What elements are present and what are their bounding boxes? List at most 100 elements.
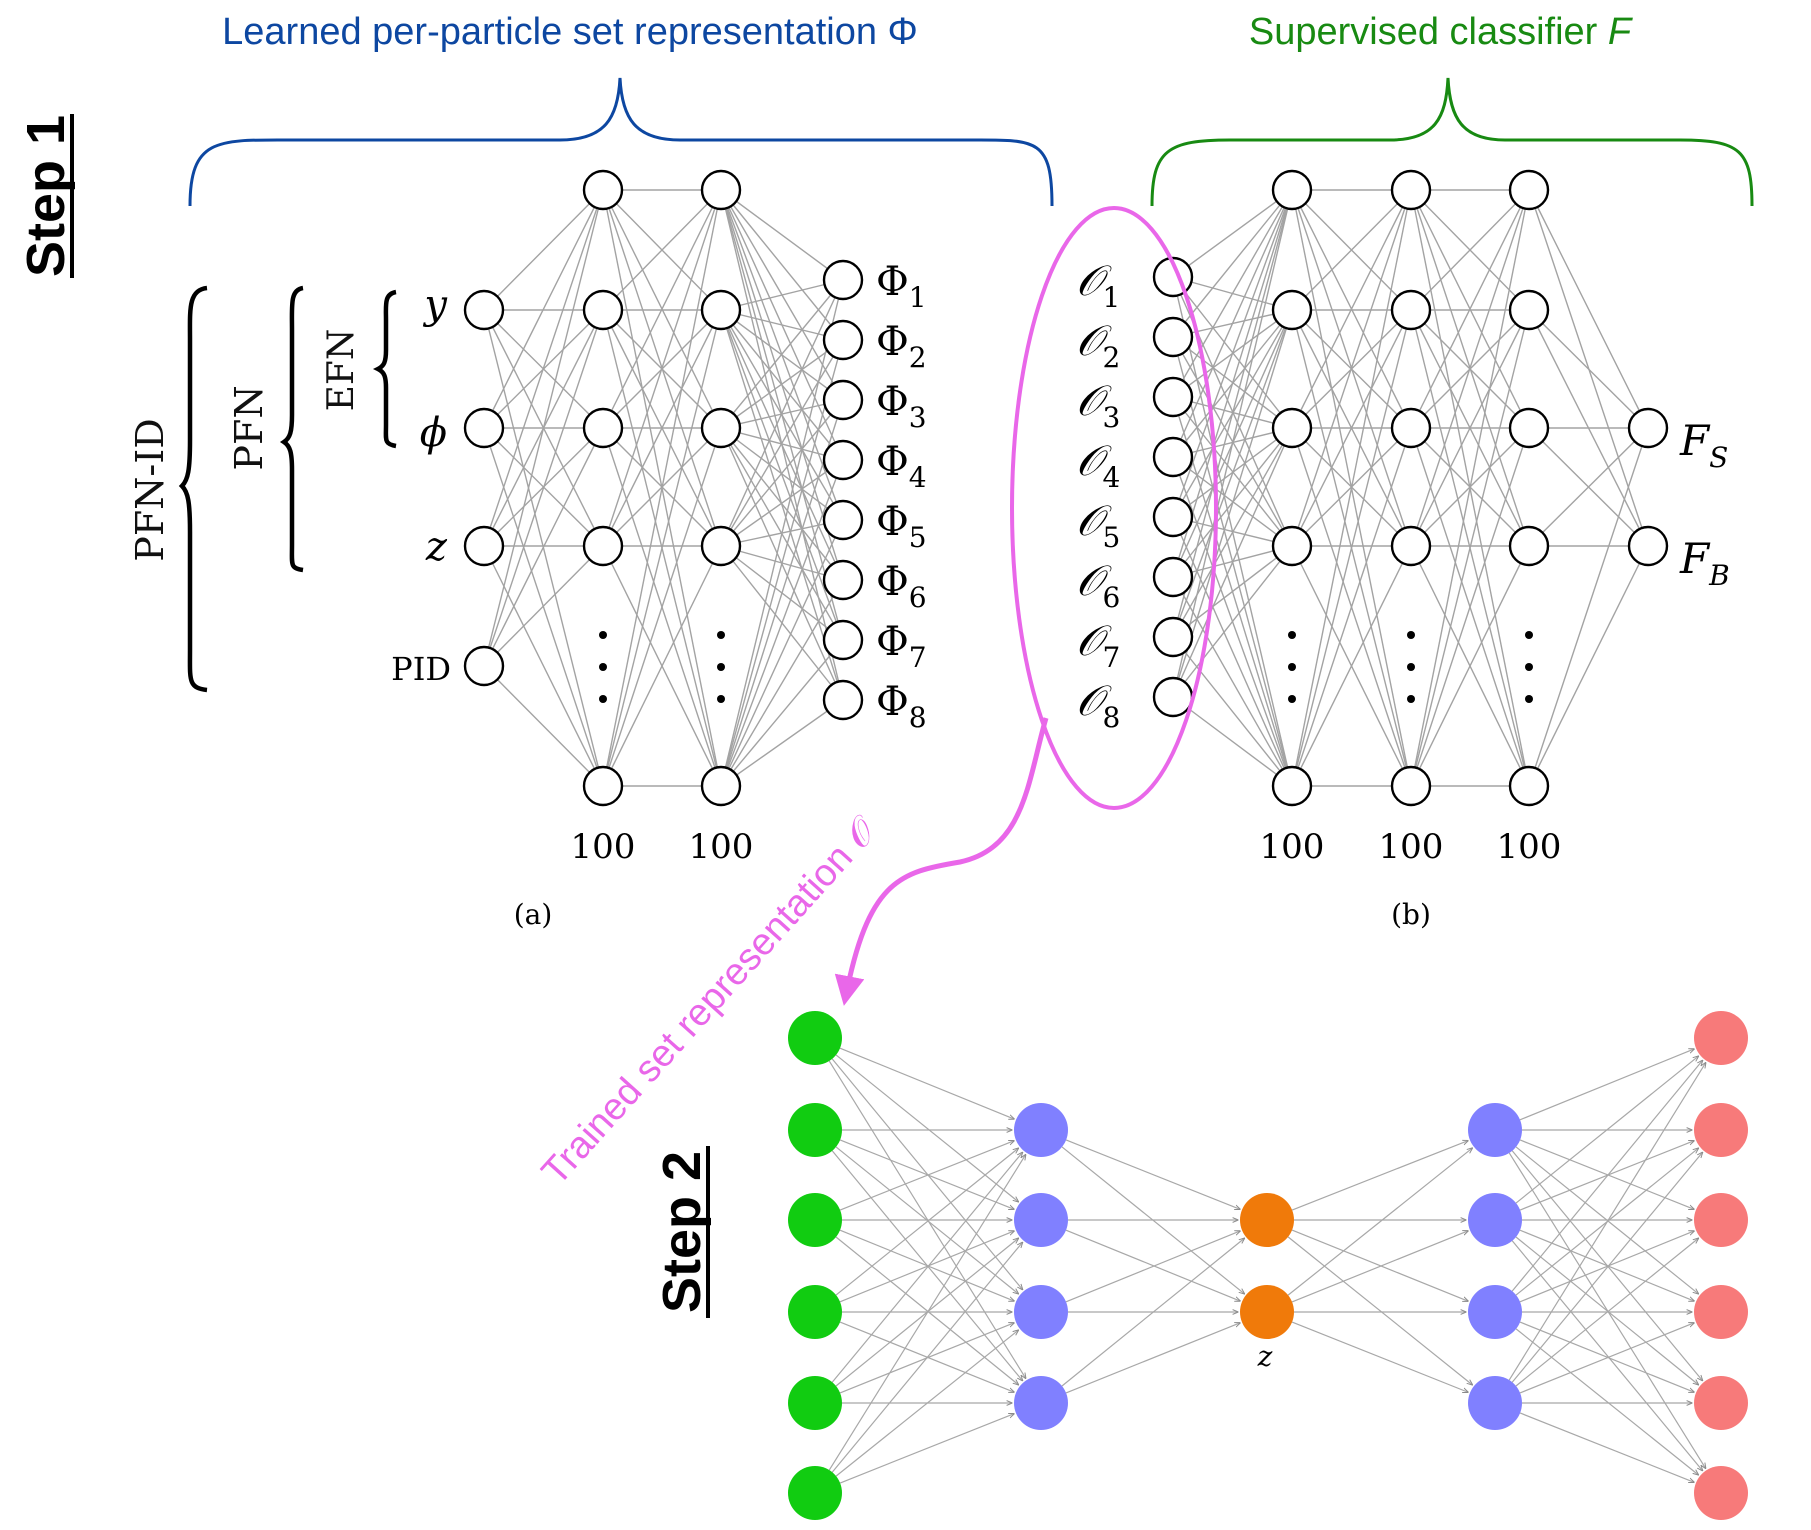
connection [1520,1413,1694,1482]
connection [1529,310,1648,428]
phi-label-1: Φ1 [876,259,927,314]
step2-text: Step 2 [652,1151,712,1313]
o-node-7 [1154,618,1192,656]
classifier-brace [1152,78,1752,206]
autoencoder-nodes [788,1011,1748,1520]
connection [1512,1152,1702,1382]
ae-output-node-3 [1694,1193,1748,1247]
connection [1173,517,1292,786]
hidden-b3-node-4 [1510,527,1548,565]
connection [721,428,843,580]
network-b-ellipsis-2 [1407,631,1415,703]
phi-label-3: Φ3 [876,379,927,434]
ae-encoder-node-3 [1014,1285,1068,1339]
o-node-4 [1154,438,1192,476]
connection [484,190,603,310]
ae-input-node-2 [788,1103,842,1157]
input-node-3 [465,527,503,565]
connection [840,1231,1014,1302]
hidden-b2-node-2 [1392,291,1430,329]
connection [832,1242,1022,1472]
hidden-size-a2: 100 [689,827,754,867]
hidden-b3-node-2 [1510,291,1548,329]
phi-label-2: Φ2 [876,319,927,374]
ae-decoder-node-1 [1468,1103,1522,1157]
hidden1-node-3 [584,409,622,447]
o-label-8: 𝒪8 [1076,676,1120,734]
phi-node-8 [824,681,862,719]
ae-latent-node-2 [1240,1285,1294,1339]
ae-output-node-6 [1694,1466,1748,1520]
phi-node-2 [824,321,862,359]
o-label-5: 𝒪5 [1076,496,1120,554]
connection [1520,1231,1694,1302]
phi-label-4: Φ4 [876,439,927,494]
ae-encoder-node-1 [1014,1103,1068,1157]
connection [1173,577,1292,786]
step2-label: Step 2 [652,1146,712,1318]
connection [1066,1231,1240,1302]
ae-decoder-node-3 [1468,1285,1522,1339]
f-node-2 [1629,527,1667,565]
hidden-size-b2: 100 [1379,827,1444,867]
connection [1520,1140,1694,1209]
connection [1292,1322,1468,1392]
connection [1512,1060,1702,1291]
connection [1288,1237,1472,1385]
f-title-var: F [1608,11,1633,53]
autoencoder: z [788,1011,1748,1520]
connection [1516,1237,1698,1385]
pfn-bracket [284,288,303,570]
phi-node-4 [824,441,862,479]
connection [1292,1141,1468,1210]
hidden-b1-node-2 [1273,291,1311,329]
phi-label-5: Φ5 [876,499,927,554]
network-b: 𝒪1 𝒪2 𝒪3 𝒪4 𝒪5 𝒪6 𝒪7 𝒪8 100 100 100 [1076,171,1730,931]
hidden2-node-1 [702,171,740,209]
connection [1520,1049,1694,1120]
ae-decoder-node-4 [1468,1376,1522,1430]
network-b-ellipsis-1 [1288,631,1296,703]
o-label-1: 𝒪1 [1076,256,1120,314]
ae-input-node-5 [788,1376,842,1430]
connection [832,1152,1022,1382]
hidden1-node-2 [584,291,622,329]
o-node-8 [1154,678,1192,716]
hidden-b2-node-3 [1392,409,1430,447]
hidden-b1-node-3 [1273,409,1311,447]
hidden2-node-3 [702,409,740,447]
hidden-b2-node-1 [1392,171,1430,209]
input-label-z: z [425,524,448,570]
pfn-label: PFN [227,385,271,470]
phi-node-1 [824,261,862,299]
connection [836,1148,1018,1295]
connection [1520,1230,1694,1301]
f-s-label: FS [1679,416,1728,474]
connection [840,1048,1014,1119]
ae-input-node-4 [788,1285,842,1339]
connection [1529,546,1648,786]
connection [1292,1230,1468,1301]
input-label-phi: ϕ [420,410,447,456]
connection [1509,1063,1706,1380]
f-b-label: FB [1679,534,1730,592]
connection [840,1414,1014,1483]
hidden1-node-4 [584,527,622,565]
hidden-b1-node-4 [1273,527,1311,565]
hidden-b1-node-5 [1273,767,1311,805]
hidden2-node-4 [702,527,740,565]
ae-output-node-5 [1694,1376,1748,1430]
o-label-7: 𝒪7 [1076,616,1120,674]
o-node-6 [1154,558,1192,596]
caption-a: (a) [514,898,553,931]
phi-node-5 [824,501,862,539]
latent-label: z [1257,1340,1273,1373]
f-title: Supervised classifier F [1249,11,1633,53]
network-a-connections [484,190,843,786]
connection [836,1237,1018,1385]
phi-label-7: Φ7 [876,619,927,674]
hidden-size-a1: 100 [571,827,636,867]
connection [721,580,843,786]
connection [1173,310,1292,637]
